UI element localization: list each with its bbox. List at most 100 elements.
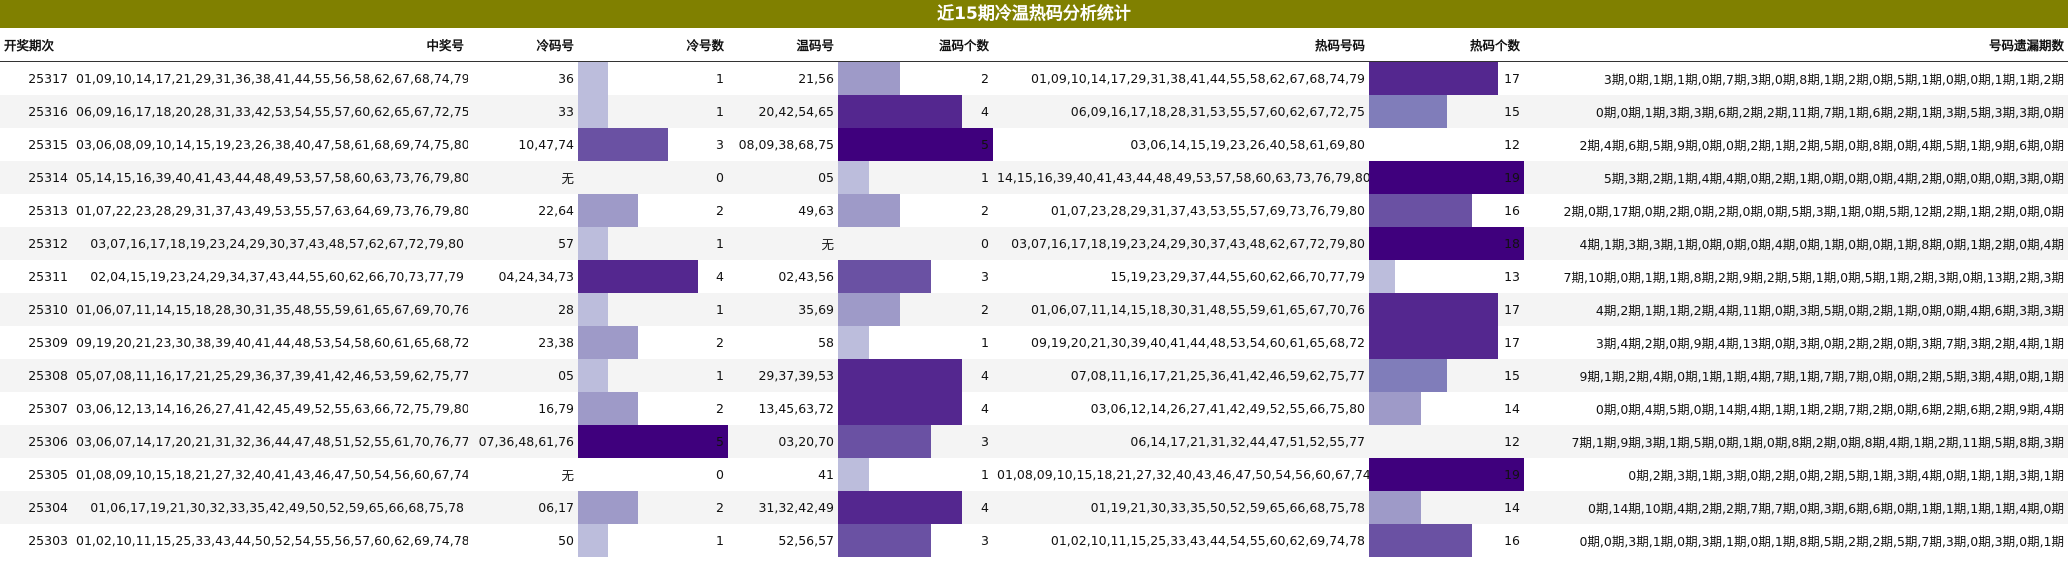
- cold-count-value: 1: [716, 104, 724, 119]
- table-row: 25316 06,09,16,17,18,20,28,31,33,42,53,54…: [0, 95, 2068, 128]
- table-row: 25310 01,06,07,11,14,15,18,28,30,31,35,48…: [0, 293, 2068, 326]
- cold-count-value: 4: [716, 269, 724, 284]
- table-row: 25304 01,06,17,19,21,30,32,33,35,42,49,50…: [0, 491, 2068, 524]
- cell-cold-codes: 10,47,74: [518, 137, 574, 152]
- warm-count-value: 4: [981, 500, 989, 515]
- cell-hot-codes: 06,09,16,17,18,28,31,53,55,57,60,62,67,7…: [993, 95, 1369, 128]
- header-hot-count: 热码个数: [1369, 28, 1524, 62]
- cell-warm-count: 3: [838, 260, 993, 293]
- header-cold-codes: 冷码号: [468, 28, 578, 62]
- cell-warm-count: 3: [838, 425, 993, 458]
- hot-count-value: 14: [1504, 500, 1520, 515]
- cell-hot-count: 14: [1369, 491, 1524, 524]
- warm-count-value: 1: [981, 170, 989, 185]
- cell-omission: 4期,2期,1期,1期,2期,4期,11期,0期,3期,5期,0期,2期,1期,…: [1524, 293, 2068, 326]
- cell-hot-codes: 09,19,20,21,30,39,40,41,44,48,53,54,60,6…: [1031, 335, 1365, 350]
- hot-count-value: 12: [1504, 434, 1520, 449]
- hot-count-value: 16: [1504, 533, 1520, 548]
- cell-omission: 3期,0期,1期,1期,0期,7期,3期,0期,8期,1期,2期,0期,5期,1…: [1603, 72, 2064, 87]
- cell-omission: 4期,1期,3期,3期,1期,0期,0期,0期,4期,0期,1期,0期,0期,1…: [1524, 227, 2068, 260]
- cold-count-value: 1: [716, 533, 724, 548]
- cell-cold-codes: 无: [561, 468, 574, 483]
- cold-count-bar: [578, 491, 638, 524]
- cell-warm-codes: 03,20,70: [728, 425, 838, 458]
- cell-cold-count: 4: [578, 260, 728, 293]
- cell-numbers: 01,02,10,11,15,25,33,43,44,50,52,54,55,5…: [76, 533, 468, 548]
- cell-warm-count: 5: [838, 128, 993, 161]
- header-row: 开奖期次 中奖号 冷码号 冷号数 温码号 温码个数 热码号码 热码个数 号码遗漏…: [0, 28, 2068, 62]
- hot-count-bar: [1369, 62, 1499, 95]
- warm-count-value: 4: [981, 368, 989, 383]
- cell-numbers: 09,19,20,21,23,30,38,39,40,41,44,48,53,5…: [76, 335, 468, 350]
- cell-warm-codes: 58: [818, 335, 834, 350]
- cell-warm-codes: 52,56,57: [778, 533, 834, 548]
- warm-count-bar: [838, 260, 931, 293]
- hot-count-bar: [1369, 359, 1447, 392]
- warm-count-value: 5: [981, 137, 989, 152]
- cell-cold-count: 5: [578, 425, 728, 458]
- cell-warm-codes: 21,56: [798, 71, 834, 86]
- warm-count-value: 2: [981, 203, 989, 218]
- warm-count-bar: [838, 458, 869, 491]
- cell-warm-codes: 13,45,63,72: [758, 401, 834, 416]
- cell-cold-codes: 06,17: [468, 491, 578, 524]
- cold-count-bar: [578, 326, 638, 359]
- cold-count-bar: [578, 128, 668, 161]
- warm-count-value: 2: [981, 71, 989, 86]
- cold-count-value: 5: [716, 434, 724, 449]
- header-omission: 号码遗漏期数: [1524, 28, 2068, 62]
- cold-count-value: 1: [716, 236, 724, 251]
- hot-count-bar: [1369, 95, 1447, 128]
- cold-count-bar: [578, 95, 608, 128]
- cold-count-bar: [578, 392, 638, 425]
- table-row: 25315 03,06,08,09,10,14,15,19,23,26,38,40…: [0, 128, 2068, 161]
- cell-hot-codes: 01,02,10,11,15,25,33,43,44,54,55,60,62,6…: [1050, 533, 1365, 548]
- hot-count-value: 19: [1504, 467, 1520, 482]
- cold-count-value: 0: [716, 170, 724, 185]
- cell-hot-count: 14: [1369, 392, 1524, 425]
- cell-hot-codes: 01,06,07,11,14,15,18,30,31,48,55,59,61,6…: [993, 293, 1369, 326]
- warm-count-bar: [838, 425, 931, 458]
- table-row: 25309 09,19,20,21,23,30,38,39,40,41,44,48…: [0, 326, 2068, 359]
- table-row: 25305 01,08,09,10,15,18,21,27,32,40,41,43…: [0, 458, 2068, 491]
- cell-cold-count: 1: [578, 359, 728, 392]
- cell-cold-count: 0: [578, 161, 728, 194]
- table-row: 25317 01,09,10,14,17,21,29,31,36,38,41,44…: [0, 62, 2068, 95]
- cell-period: 25310: [0, 293, 72, 326]
- header-period: 开奖期次: [0, 28, 72, 62]
- warm-count-value: 4: [981, 401, 989, 416]
- cell-hot-codes: 01,08,09,10,15,18,21,27,32,40,43,46,47,5…: [997, 467, 1369, 482]
- table-row: 25306 03,06,07,14,17,20,21,31,32,36,44,47…: [0, 425, 2068, 458]
- cell-cold-codes: 57: [468, 227, 578, 260]
- cell-hot-codes: 01,09,10,14,17,29,31,38,41,44,55,58,62,6…: [1031, 71, 1365, 86]
- cell-numbers: 05,14,15,16,39,40,41,43,44,48,49,53,57,5…: [72, 161, 468, 194]
- cold-warm-hot-table: 开奖期次 中奖号 冷码号 冷号数 温码号 温码个数 热码号码 热码个数 号码遗漏…: [0, 28, 2068, 557]
- cell-hot-codes: 03,06,12,14,26,27,41,42,49,52,55,66,75,8…: [1090, 401, 1365, 416]
- cell-cold-codes: 16,79: [538, 401, 574, 416]
- cell-cold-codes: 无: [468, 161, 578, 194]
- header-hot-codes: 热码号码: [993, 28, 1369, 62]
- cold-count-value: 2: [716, 203, 724, 218]
- cell-cold-count: 2: [578, 326, 728, 359]
- cell-numbers: 01,08,09,10,15,18,21,27,32,40,41,43,46,4…: [76, 467, 468, 482]
- cell-cold-count: 1: [578, 62, 728, 95]
- cell-cold-count: 2: [578, 392, 728, 425]
- cell-warm-count: 3: [838, 524, 993, 557]
- warm-count-bar: [838, 62, 900, 95]
- cell-hot-codes: 01,19,21,30,33,35,50,52,59,65,66,68,75,7…: [993, 491, 1369, 524]
- cell-hot-codes: 14,15,16,39,40,41,43,44,48,49,53,57,58,6…: [993, 161, 1369, 194]
- cell-numbers: 01,07,22,23,28,29,31,37,43,49,53,55,57,6…: [76, 203, 468, 218]
- cell-hot-count: 17: [1369, 293, 1524, 326]
- cell-hot-count: 12: [1369, 425, 1524, 458]
- cell-hot-count: 19: [1369, 458, 1524, 491]
- cell-hot-codes: 03,06,14,15,19,23,26,40,58,61,69,80: [1130, 137, 1365, 152]
- cell-numbers: 03,06,07,14,17,20,21,31,32,36,44,47,48,5…: [72, 425, 468, 458]
- cell-hot-codes: 06,14,17,21,31,32,44,47,51,52,55,77: [993, 425, 1369, 458]
- cell-omission: 0期,0期,1期,3期,3期,6期,2期,2期,11期,7期,1期,6期,2期,…: [1524, 95, 2068, 128]
- hot-count-bar: [1369, 491, 1421, 524]
- cell-cold-count: 2: [578, 491, 728, 524]
- cell-warm-count: 4: [838, 95, 993, 128]
- hot-count-value: 15: [1504, 104, 1520, 119]
- cold-count-bar: [578, 524, 608, 557]
- header-warm-count: 温码个数: [838, 28, 993, 62]
